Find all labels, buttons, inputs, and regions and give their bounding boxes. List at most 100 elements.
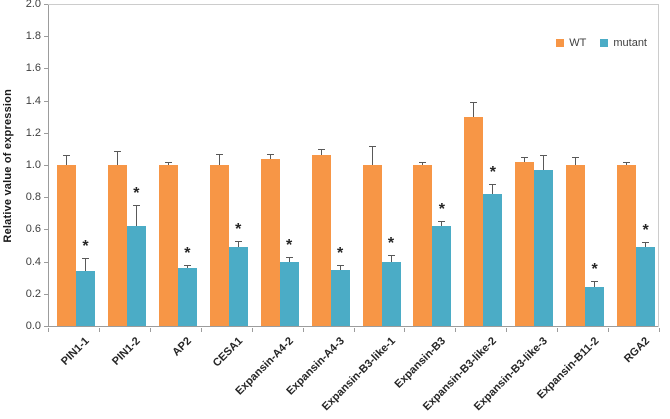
error-bar-line xyxy=(575,156,577,165)
y-tick-label: 1.6 xyxy=(25,62,41,75)
y-tick-mark xyxy=(44,197,48,199)
bar-wt xyxy=(362,165,382,326)
y-tick-mark xyxy=(44,293,48,295)
bar-wt xyxy=(57,165,76,326)
x-tick-label: RGA2 xyxy=(621,335,653,366)
bar-wt xyxy=(107,165,127,326)
error-bar-cap xyxy=(540,155,548,157)
y-tick-label: 0.8 xyxy=(25,191,41,204)
y-tick-mark xyxy=(44,100,48,102)
y-tick-label: 0.2 xyxy=(25,287,41,300)
x-tick-mark xyxy=(149,328,151,332)
legend-label: mutant xyxy=(613,37,647,49)
bar-wt xyxy=(566,165,586,326)
error-bar-cap xyxy=(623,161,631,163)
bar-mutant xyxy=(534,169,554,326)
error-bar-line xyxy=(339,264,341,270)
y-tick-mark xyxy=(44,229,48,231)
significance-star: * xyxy=(184,244,191,262)
error-bar-cap xyxy=(489,184,497,186)
legend-swatch-wt xyxy=(556,39,565,47)
error-bar-line xyxy=(645,242,647,248)
x-tick-mark xyxy=(506,328,508,332)
y-axis-line xyxy=(48,4,49,327)
error-bar-cap xyxy=(419,161,427,163)
bar-mutant xyxy=(483,193,503,326)
bar-wt xyxy=(464,116,484,326)
significance-star: * xyxy=(387,235,395,253)
error-bar-cap xyxy=(215,153,223,155)
bar-wt xyxy=(260,158,280,326)
y-tick-label: 0.4 xyxy=(25,255,41,268)
error-bar-cap xyxy=(438,221,446,223)
error-bar-cap xyxy=(183,264,191,266)
bar-wt xyxy=(515,161,535,326)
error-bar-cap xyxy=(521,156,529,158)
y-tick-label: 1.2 xyxy=(25,126,41,139)
y-tick-mark xyxy=(44,261,48,263)
bar-mutant xyxy=(636,247,656,326)
error-bar-line xyxy=(543,155,545,170)
error-bar-line xyxy=(390,255,392,262)
error-bar-cap xyxy=(63,155,70,157)
plot-border-top xyxy=(48,4,659,5)
plot-area: 0.0 0.2 0.4 0.6 0.8 1.0 1.2 1.4 1.6 1.8 2.0 * * * * * * *… xyxy=(26,0,660,413)
significance-star: * xyxy=(133,185,140,203)
x-tick-mark xyxy=(557,328,559,332)
significance-star: * xyxy=(591,260,598,278)
bar-mutant xyxy=(279,261,299,326)
error-bar-cap xyxy=(266,153,274,155)
significance-star: * xyxy=(489,164,496,182)
bar-mutant xyxy=(330,269,350,326)
x-tick-label: CESA1 xyxy=(210,335,245,370)
plot-border-right xyxy=(658,4,659,327)
bar-wt xyxy=(413,165,433,326)
x-tick-mark xyxy=(251,328,253,332)
legend: WT mutant xyxy=(556,37,647,49)
error-bar-line xyxy=(167,161,169,165)
error-bar-line xyxy=(320,148,322,156)
error-bar-line xyxy=(422,161,424,165)
x-tick-mark xyxy=(608,328,610,332)
significance-star: * xyxy=(642,222,649,240)
error-bar-line xyxy=(441,221,443,227)
y-tick-mark xyxy=(44,132,48,134)
error-bar-line xyxy=(186,264,188,269)
error-bar-line xyxy=(135,205,137,227)
error-bar-cap xyxy=(234,240,242,242)
error-bar-cap xyxy=(285,256,293,258)
error-bar-line xyxy=(524,156,526,162)
y-tick-label: 0.0 xyxy=(25,320,41,332)
legend-swatch-mutant xyxy=(600,39,609,47)
bar-mutant xyxy=(228,247,248,326)
error-bar-line xyxy=(473,102,475,117)
x-tick-mark xyxy=(404,328,406,332)
bar-wt xyxy=(158,165,178,326)
legend-item-mutant: mutant xyxy=(600,37,647,49)
error-bar-line xyxy=(594,280,596,288)
y-tick-label: 1.0 xyxy=(25,159,41,171)
bar-mutant xyxy=(381,261,401,326)
bar-mutant xyxy=(432,226,452,326)
error-bar-line xyxy=(237,240,239,248)
x-tick-mark xyxy=(302,328,304,332)
error-bar-cap xyxy=(591,280,599,282)
x-tick-mark xyxy=(353,328,355,332)
x-tick-label: AP2 xyxy=(170,335,194,359)
error-bar-cap xyxy=(368,145,376,147)
y-tick-label: 0.6 xyxy=(25,223,41,236)
x-tick-mark xyxy=(455,328,457,332)
y-tick-label: 2.0 xyxy=(25,0,41,10)
bar-mutant xyxy=(76,271,95,326)
y-tick-label: 1.4 xyxy=(25,94,41,107)
error-bar-cap xyxy=(572,156,580,158)
error-bar-cap xyxy=(82,258,89,260)
error-bar-cap xyxy=(470,102,478,104)
legend-item-wt: WT xyxy=(556,37,586,49)
error-bar-line xyxy=(626,161,628,165)
bar-wt xyxy=(209,165,229,326)
error-bar-cap xyxy=(336,264,344,266)
y-tick-mark xyxy=(44,36,48,38)
bar-mutant xyxy=(177,268,197,326)
x-tick-mark xyxy=(200,328,202,332)
